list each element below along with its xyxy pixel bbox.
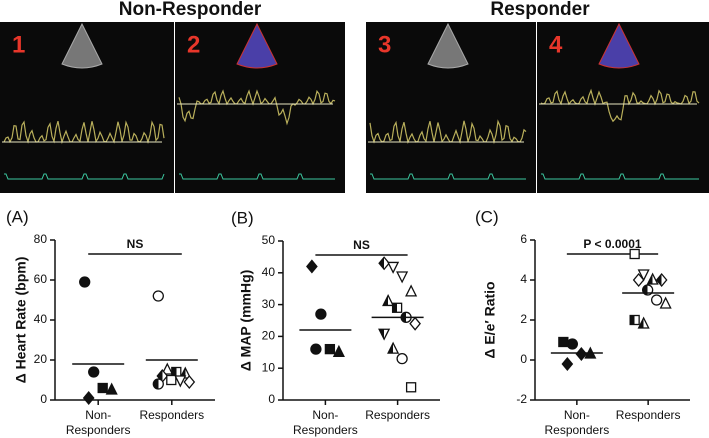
data-point [82, 390, 95, 406]
image-number: 1 [12, 31, 25, 58]
panel-label: (B) [231, 208, 254, 227]
x-tick-label: Non-Responders [544, 408, 609, 437]
data-point [391, 302, 403, 313]
y-tick-label: 0 [40, 392, 47, 406]
dot-plot: (B) Δ MAP (mmHg) 0 10 20 30 40 50 Non-Responders… [231, 208, 440, 437]
panel-label: (A) [6, 207, 29, 226]
data-point [396, 271, 409, 284]
y-tick-label: 0 [268, 392, 275, 406]
y-tick-label: 0 [520, 352, 527, 366]
data-point [324, 343, 336, 355]
y-axis-label: Δ Heart Rate (bpm) [13, 257, 29, 384]
data-point [310, 343, 322, 355]
data-point [161, 362, 174, 375]
data-point [637, 269, 650, 282]
data-point [566, 338, 578, 350]
x-tick-label: Non-Responders [66, 408, 131, 437]
significance-label: NS [353, 238, 370, 252]
data-point [88, 366, 100, 378]
data-point [561, 356, 574, 372]
significance-label: NS [127, 237, 144, 251]
ecg-trace [541, 173, 699, 180]
image-number: 2 [187, 31, 200, 58]
panel-label: (C) [475, 207, 499, 226]
y-tick-label: 30 [262, 297, 276, 311]
data-point [629, 248, 640, 260]
significance-label: P < 0.0001 [583, 237, 641, 251]
data-point [396, 353, 408, 365]
data-point [387, 341, 400, 354]
data-point [575, 346, 588, 362]
ecg-trace [4, 173, 165, 180]
data-point [174, 375, 187, 388]
echo-wave [369, 119, 527, 145]
data-point [651, 294, 663, 306]
y-tick-label: 40 [262, 265, 276, 279]
y-axis-label: Δ MAP (mmHg) [238, 270, 254, 372]
data-point [332, 344, 345, 357]
echo-sector [598, 22, 640, 69]
data-point [558, 336, 569, 348]
dot-plot: (C) Δ E/e′ Ratio -2 0 2 4 6 Non-Responders Respo… [475, 207, 690, 437]
data-point [152, 378, 164, 390]
echo-wave [540, 88, 700, 123]
x-tick-label: Responders [365, 408, 430, 422]
heading: Non-Responder [119, 0, 262, 20]
heading: Responder [490, 0, 590, 20]
data-point [152, 290, 164, 302]
echo-sector [427, 22, 469, 69]
data-point [166, 374, 177, 386]
echo-sector [236, 22, 278, 69]
data-point [315, 308, 327, 320]
y-tick-label: 80 [34, 232, 48, 246]
data-point [387, 261, 400, 274]
image-number: 4 [549, 31, 563, 58]
y-tick-label: 10 [262, 360, 276, 374]
data-point [659, 296, 672, 309]
echo-wave [178, 89, 336, 126]
y-tick-label: 50 [262, 233, 276, 247]
data-point [306, 259, 318, 274]
data-point [382, 293, 395, 307]
data-point [637, 316, 650, 329]
data-point [632, 272, 645, 288]
y-tick-label: 2 [520, 312, 527, 326]
data-point [378, 256, 390, 271]
data-point [405, 284, 418, 297]
data-point [183, 374, 196, 390]
image-number: 3 [378, 31, 391, 58]
dot-plot: (A) Δ Heart Rate (bpm) 0 20 40 60 80 Non-Respon… [6, 207, 215, 437]
y-tick-label: 20 [262, 329, 276, 343]
y-tick-label: 6 [520, 232, 527, 246]
data-point [405, 382, 417, 393]
x-tick-label: Responders [616, 408, 681, 422]
x-tick-label: Non-Responders [293, 408, 358, 437]
y-tick-label: 20 [34, 352, 48, 366]
data-point [646, 272, 659, 285]
y-axis-label: Δ E/e′ Ratio [482, 281, 498, 358]
y-tick-label: 40 [34, 312, 48, 326]
data-point [105, 382, 118, 395]
y-tick-label: -2 [516, 392, 527, 406]
x-tick-label: Responders [139, 408, 204, 422]
echo-wave [3, 120, 165, 145]
y-tick-label: 4 [520, 272, 527, 286]
data-point [378, 328, 391, 341]
echo-sector [61, 22, 103, 69]
ecg-trace [370, 173, 526, 180]
data-point [409, 316, 421, 331]
data-point [629, 314, 640, 326]
ecg-trace [179, 173, 335, 180]
data-point [79, 276, 91, 288]
data-point [97, 382, 108, 394]
data-point [655, 272, 668, 288]
y-tick-label: 60 [34, 272, 48, 286]
